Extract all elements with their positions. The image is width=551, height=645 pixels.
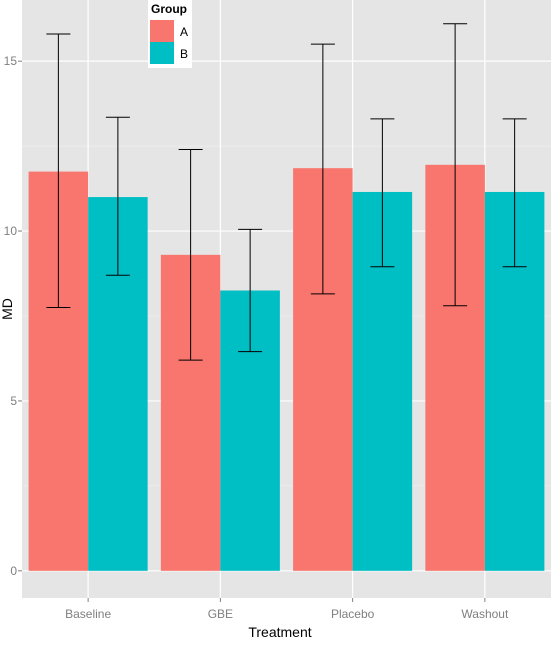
y-tick-label: 5 xyxy=(10,394,17,408)
error-bar-b-placebo xyxy=(370,118,395,268)
error-bar-b-washout xyxy=(502,118,527,268)
error-bar-a-gbe xyxy=(178,149,203,361)
y-tick-label: 10 xyxy=(4,224,18,238)
x-tick-label: Baseline xyxy=(65,607,111,621)
legend-label-b: B xyxy=(180,47,188,61)
x-tick-label: Placebo xyxy=(331,607,375,621)
error-bars xyxy=(46,23,527,361)
error-bar-a-baseline xyxy=(46,33,71,308)
error-bar-b-gbe xyxy=(238,228,263,353)
error-bar-a-placebo xyxy=(310,43,335,295)
x-axis: Baseline GBE Placebo Washout xyxy=(65,598,509,621)
y-tick-label: 0 xyxy=(10,564,17,578)
legend-key-a xyxy=(150,20,174,42)
legend-label-a: A xyxy=(180,25,188,39)
legend-title: Group xyxy=(151,2,187,16)
y-axis: 0 5 10 15 xyxy=(4,54,22,578)
y-axis-title: MD xyxy=(0,298,15,320)
x-tick-label: GBE xyxy=(208,607,233,621)
error-bar-a-washout xyxy=(443,23,468,307)
legend: Group A B xyxy=(148,0,192,68)
y-tick-label: 15 xyxy=(4,54,18,68)
legend-key-b xyxy=(150,42,174,64)
x-axis-title: Treatment xyxy=(248,624,311,640)
error-bar-b-baseline xyxy=(105,116,130,276)
x-tick-label: Washout xyxy=(461,607,509,621)
